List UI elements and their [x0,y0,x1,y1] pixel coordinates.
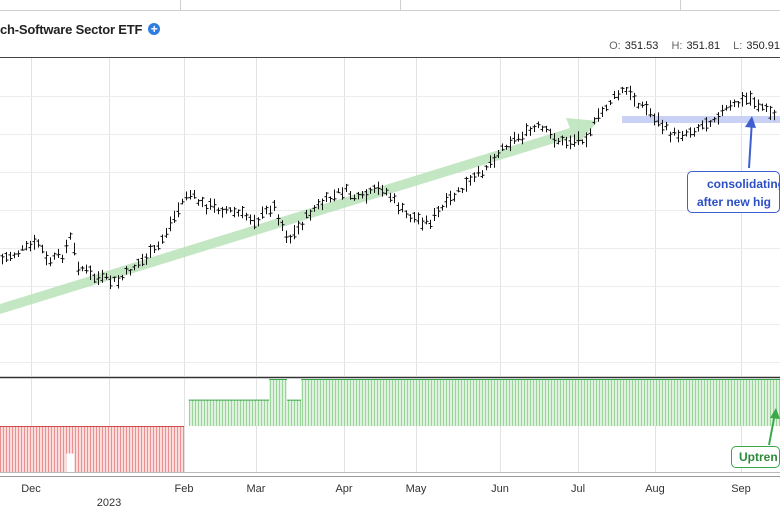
downtrend-gap [66,453,75,472]
x-tick-may: May [405,483,427,495]
strip-divider [680,0,681,10]
add-indicator-icon[interactable]: + [148,23,161,35]
consolidating-line2: after new hig [697,195,772,209]
uptrend-arrow [0,118,598,314]
low-label: L: [733,40,743,52]
x-tick-mar: Mar [246,483,266,495]
high-value: 351.81 [686,40,721,52]
high-label: H: [671,40,683,52]
x-tick-dec: Dec [21,483,41,495]
open-label: O: [609,40,621,52]
uptrend-fill [301,379,780,426]
callout-arrow-line [748,119,753,169]
uptrend-label: Uptren [739,450,778,464]
x-tick-feb: Feb [174,483,194,495]
uptrend-fill [269,379,288,426]
ohlc-readout: O: 351.53 H: 351.81 L: 350.91 [599,40,780,52]
uptrend-arrow-head [770,408,780,419]
x-tick-year: 2023 [96,497,122,509]
x-tick-jun: Jun [491,483,509,495]
top-strip [0,0,780,11]
chart-title: ch-Software Sector ETF [0,21,143,37]
consolidating-line1: consolidating [707,177,780,191]
callout-arrow-head [745,116,756,128]
x-tick-apr: Apr [335,483,353,495]
consolidating-callout: consolidating after new hig [687,171,780,213]
open-value: 351.53 [624,40,659,52]
x-tick-aug: Aug [645,483,665,495]
strip-divider [400,0,401,10]
uptrend-callout: Uptren [731,446,780,468]
chart-title-row: ch-Software Sector ETF + [0,18,161,40]
low-value: 350.91 [746,40,780,52]
x-tick-sep: Sep [731,483,751,495]
support-band [622,116,780,123]
x-tick-jul: Jul [570,483,586,495]
strip-divider [180,0,181,10]
